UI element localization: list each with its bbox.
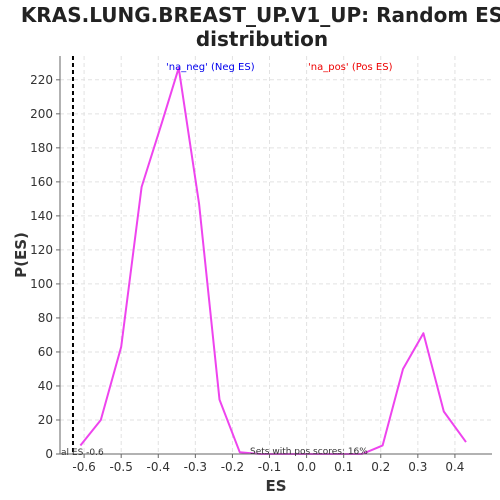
x-tick-label: -0.2 bbox=[221, 460, 244, 474]
x-tick-label: 0.0 bbox=[297, 460, 316, 474]
y-tick-label: 140 bbox=[30, 209, 53, 223]
y-axis-title: P(ES) bbox=[12, 232, 30, 278]
y-tick-label: 40 bbox=[38, 379, 53, 393]
actual-es-annotation: al ES -0.6 bbox=[61, 448, 104, 458]
chart-title-line1: KRAS.LUNG.BREAST_UP.V1_UP: Random ES bbox=[21, 3, 500, 27]
x-axis-ticks: -0.6 -0.5 -0.4 -0.3 -0.2 -0.1 0.0 0.1 0.2 0.3 0.4 bbox=[72, 454, 464, 474]
x-tick-label: 0.3 bbox=[408, 460, 427, 474]
y-tick-label: 180 bbox=[30, 141, 53, 155]
y-tick-label: 20 bbox=[38, 413, 53, 427]
y-tick-label: 120 bbox=[30, 243, 53, 257]
legend-neg-es: 'na_neg' (Neg ES) bbox=[166, 62, 255, 73]
x-tick-label: -0.5 bbox=[109, 460, 132, 474]
x-tick-label: -0.6 bbox=[72, 460, 95, 474]
x-tick-label: -0.1 bbox=[258, 460, 281, 474]
y-tick-label: 80 bbox=[38, 311, 53, 325]
x-tick-label: 0.2 bbox=[371, 460, 390, 474]
legend-pos-es: 'na_pos' (Pos ES) bbox=[308, 62, 393, 73]
x-tick-label: -0.3 bbox=[184, 460, 207, 474]
plot-area bbox=[60, 56, 492, 454]
y-tick-label: 220 bbox=[30, 73, 53, 87]
grid-lines bbox=[60, 56, 492, 455]
y-tick-label: 60 bbox=[38, 345, 53, 359]
y-tick-label: 0 bbox=[45, 447, 53, 461]
x-axis-title: ES bbox=[265, 477, 286, 495]
y-tick-label: 200 bbox=[30, 107, 53, 121]
y-tick-label: 160 bbox=[30, 175, 53, 189]
chart-title-line2: distribution bbox=[196, 27, 328, 51]
x-tick-label: -0.4 bbox=[147, 460, 170, 474]
y-axis-ticks: 0 20 40 60 80 100 120 140 160 180 200 220 bbox=[30, 73, 60, 461]
x-tick-label: 0.4 bbox=[445, 460, 464, 474]
y-tick-label: 100 bbox=[30, 277, 53, 291]
pos-scores-annotation: Sets with pos scores: 16% bbox=[250, 447, 368, 457]
x-tick-label: 0.1 bbox=[334, 460, 353, 474]
